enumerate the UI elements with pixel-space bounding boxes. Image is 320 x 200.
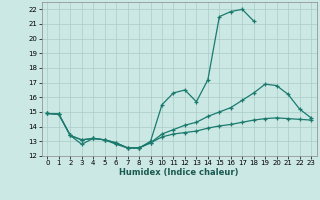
X-axis label: Humidex (Indice chaleur): Humidex (Indice chaleur)	[119, 168, 239, 177]
